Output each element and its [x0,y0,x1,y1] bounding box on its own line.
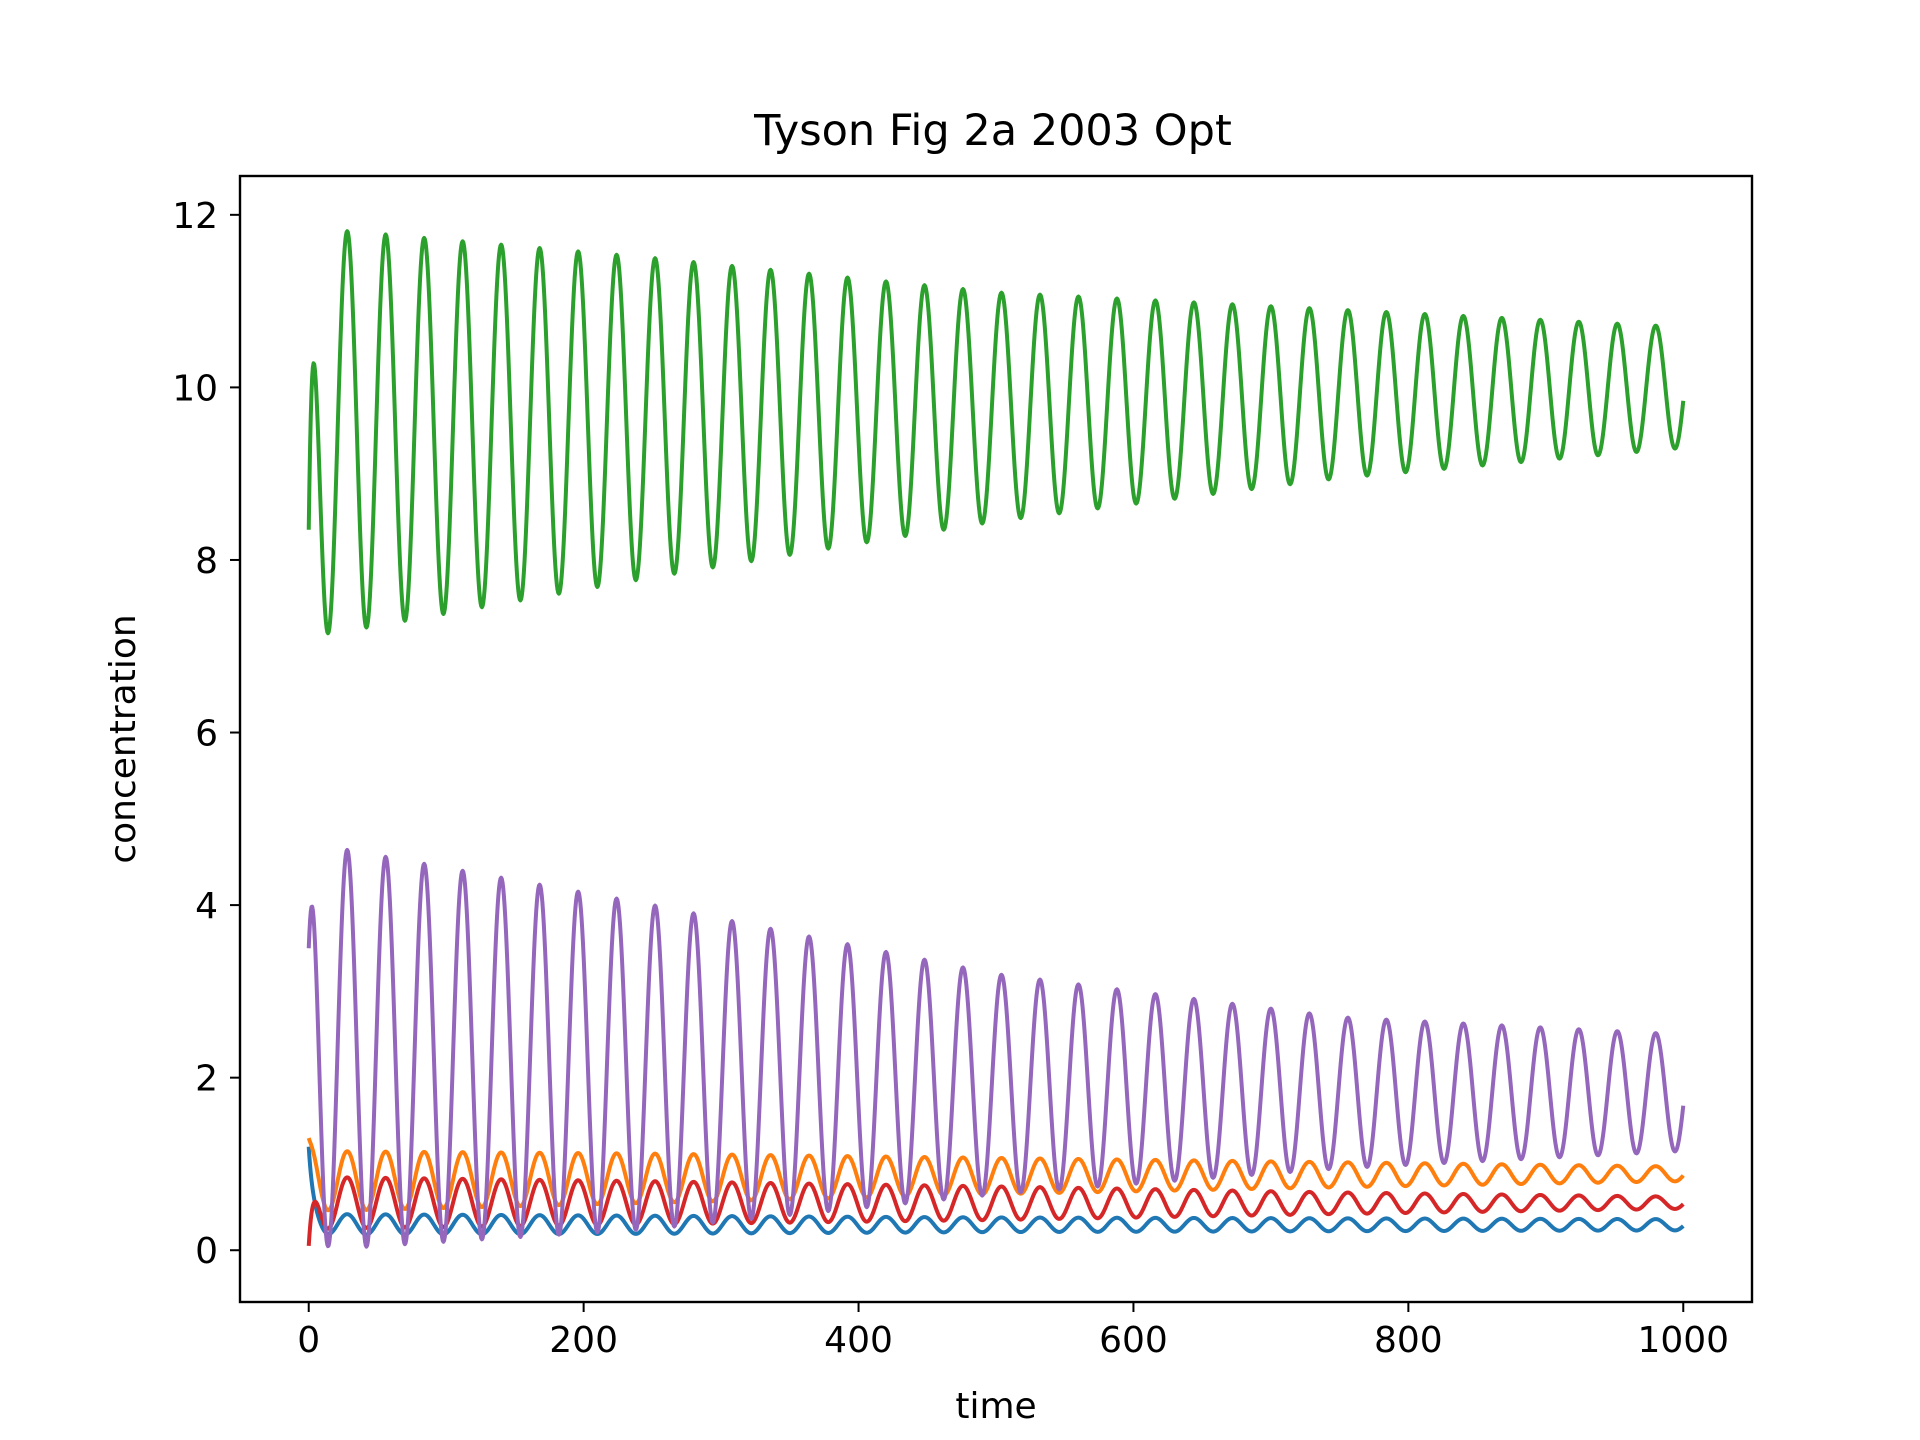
series-line-3 [306,229,1686,636]
y-tick-label: 0 [195,1231,218,1272]
plot-frame [238,174,1754,1304]
y-tick-label: 10 [172,368,218,409]
x-tick-label: 0 [297,1320,320,1361]
y-tick-label: 4 [195,886,218,927]
x-tick-label: 800 [1374,1320,1443,1361]
y-tick-label: 6 [195,714,218,755]
x-axis-label: time [955,1386,1036,1427]
x-axis-ticks: 0 200 400 600 800 1000 [297,1302,1729,1361]
x-tick-label: 1000 [1637,1320,1729,1361]
y-tick-label: 12 [172,196,218,237]
x-tick-label: 400 [824,1320,893,1361]
series-line-5 [306,847,1686,1249]
series-line-2 [306,1137,1685,1213]
series-layer [306,229,1686,1249]
y-axis-ticks: 0 2 4 6 8 10 12 [172,196,240,1272]
series-line-4 [306,1175,1685,1247]
x-tick-label: 200 [549,1320,618,1361]
y-tick-label: 8 [195,541,218,582]
y-axis-label: concentration [103,614,144,863]
chart-title: Tyson Fig 2a 2003 Opt [753,106,1232,156]
series-line-1 [306,1146,1685,1237]
y-tick-label: 2 [195,1059,218,1100]
x-tick-label: 600 [1099,1320,1168,1361]
